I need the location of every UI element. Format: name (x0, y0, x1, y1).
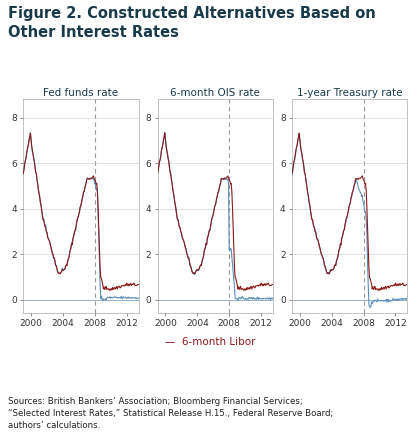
Title: 6-month OIS rate: 6-month OIS rate (171, 88, 260, 98)
Title: 1-year Treasury rate: 1-year Treasury rate (297, 88, 402, 98)
Title: Fed funds rate: Fed funds rate (43, 88, 118, 98)
Text: Sources: British Bankers’ Association; Bloomberg Financial Services;
“Selected I: Sources: British Bankers’ Association; B… (8, 397, 334, 430)
Text: —  6-month Libor: — 6-month Libor (165, 337, 255, 347)
Text: Figure 2. Constructed Alternatives Based on
Other Interest Rates: Figure 2. Constructed Alternatives Based… (8, 6, 376, 40)
